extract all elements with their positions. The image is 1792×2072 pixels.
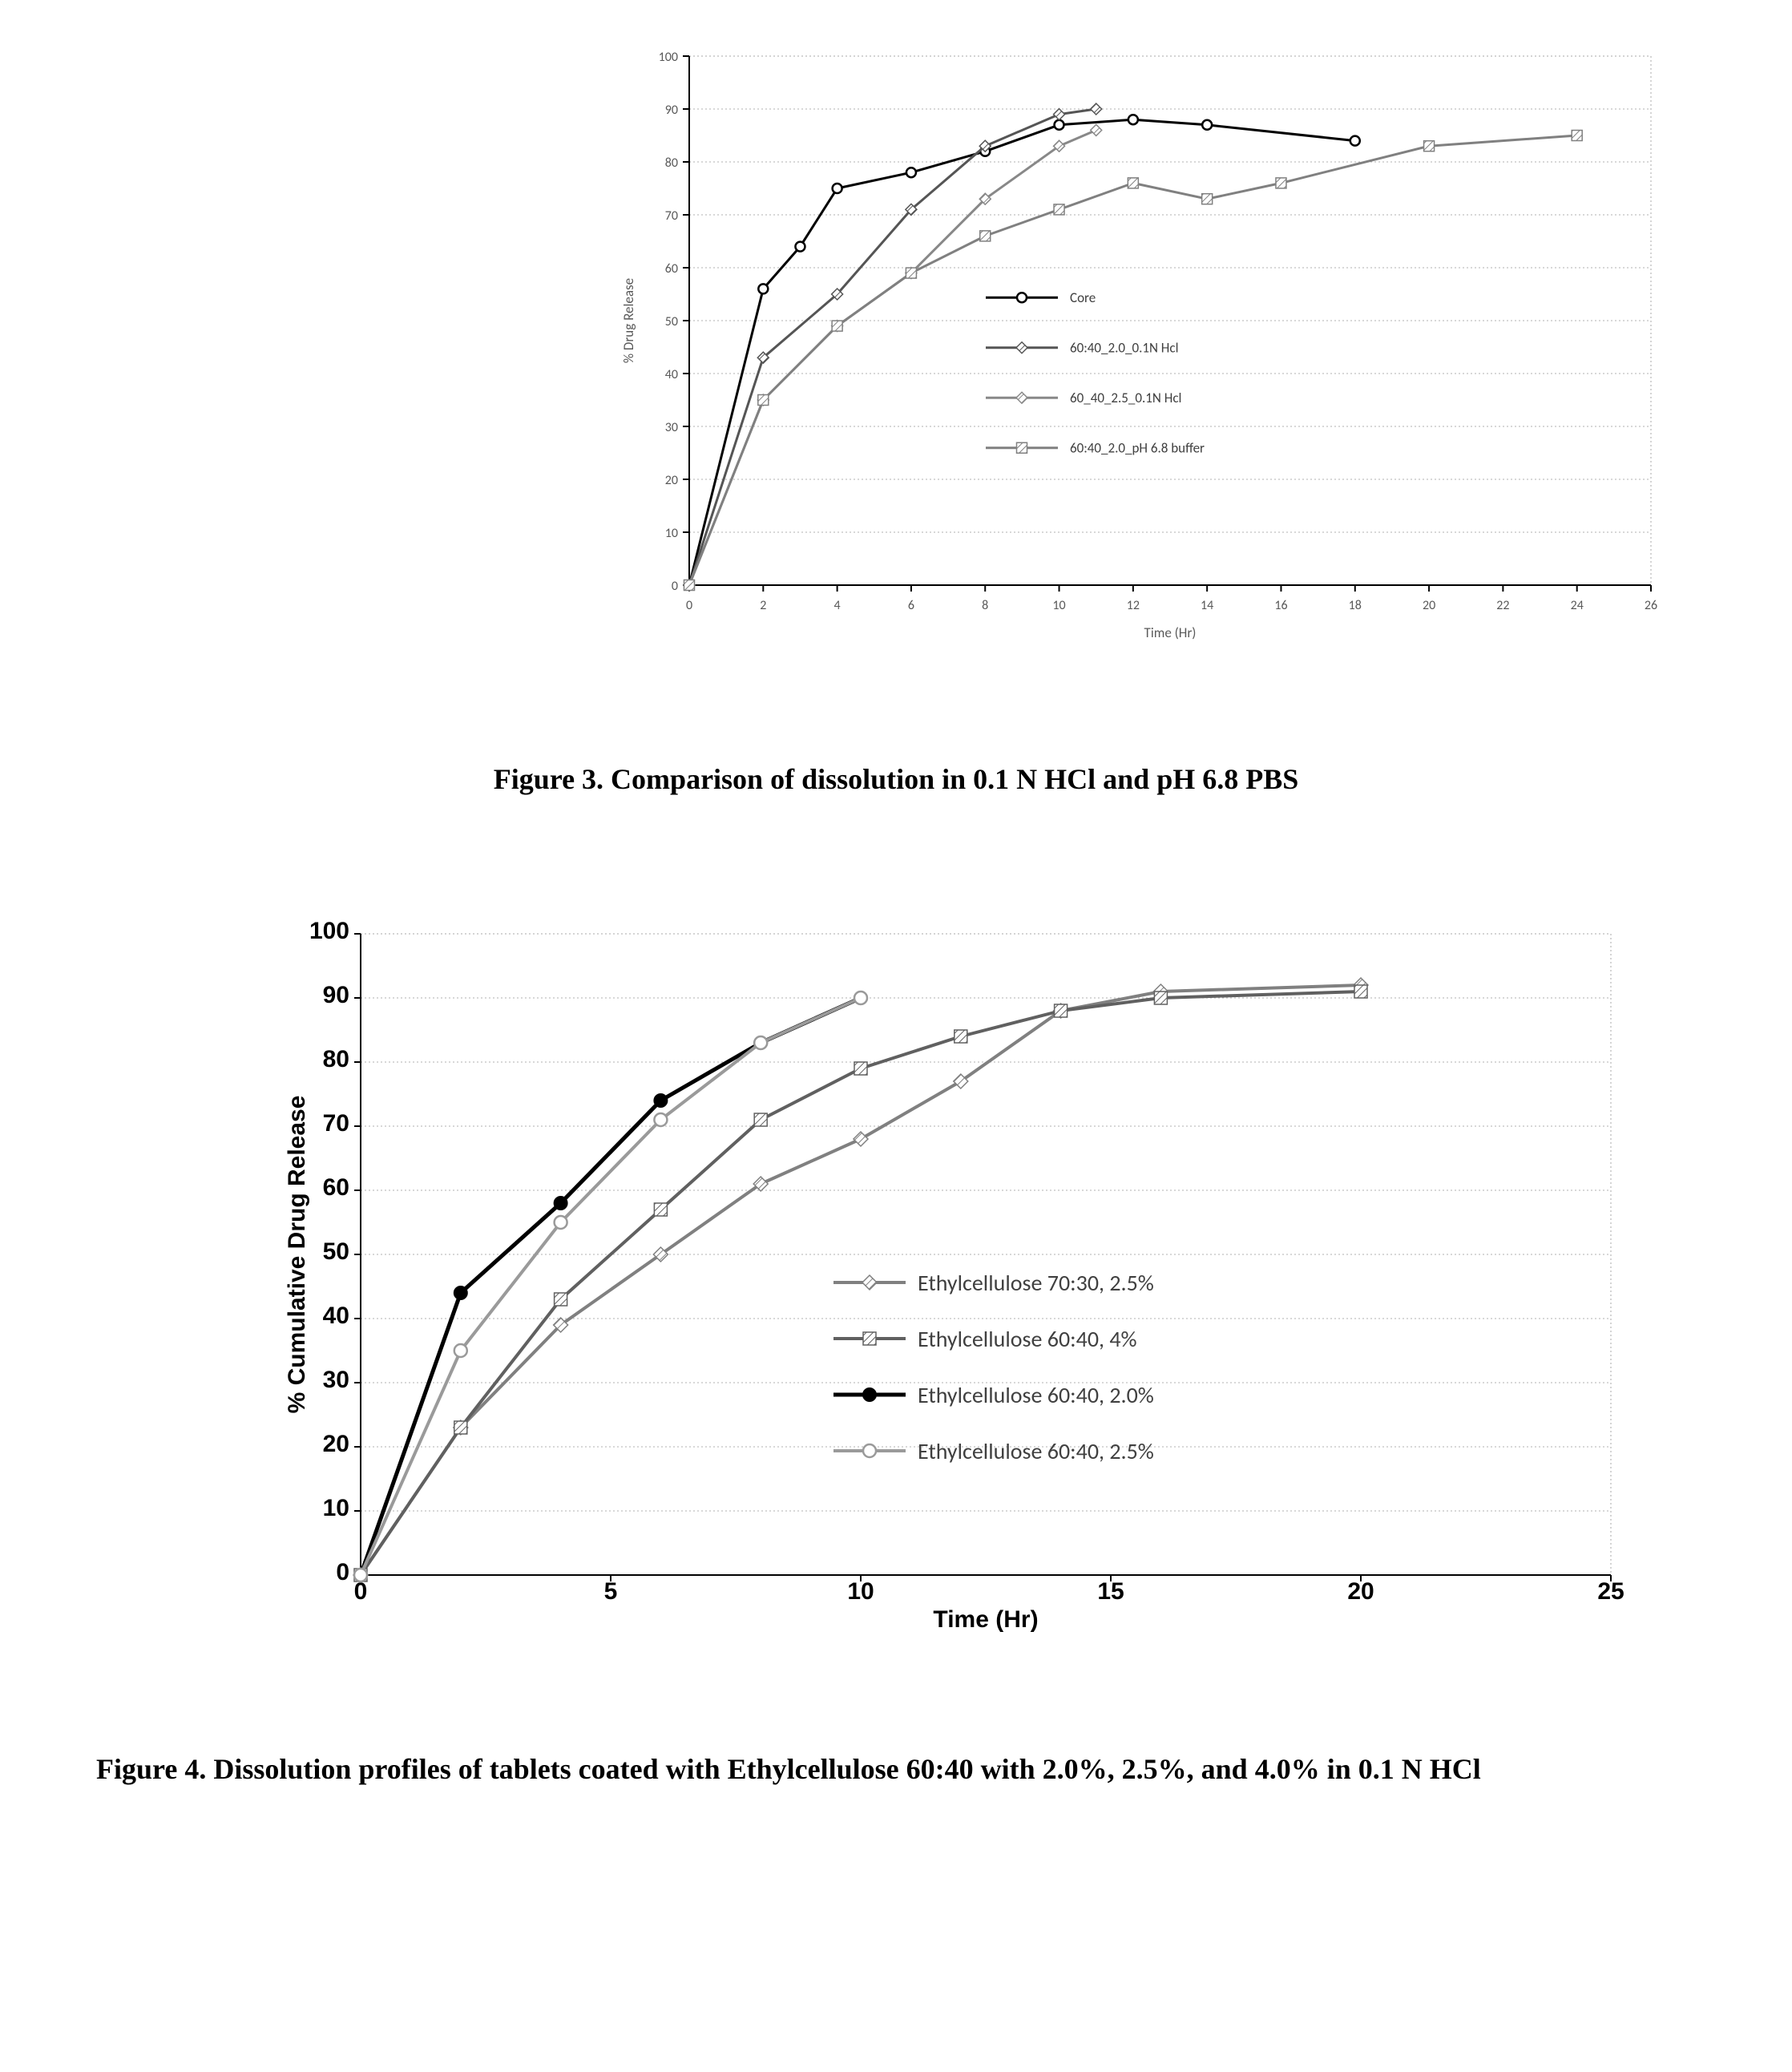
figure3-caption: Figure 3. Comparison of dissolution in 0…: [96, 753, 1696, 806]
figure4-caption: Figure 4. Dissolution profiles of tablet…: [96, 1743, 1696, 1795]
figure4-y-axis-title: % Cumulative Drug Release: [284, 1095, 310, 1413]
figure4-block: 01020304050607080901000510152025Time (Hr…: [96, 902, 1696, 1795]
figure3-legend-label: 60_40_2.5_0.1N Hcl: [1070, 390, 1181, 406]
figure3-xtick-label: 10: [1052, 598, 1065, 613]
figure3-legend-label: Core: [1070, 289, 1096, 306]
figure4-ytick-label: 20: [323, 1431, 349, 1457]
figure3-xtick-label: 6: [908, 598, 914, 613]
figure4-legend-label: Ethylcellulose 60:40, 2.0%: [918, 1381, 1154, 1409]
figure4-xtick-label: 25: [1597, 1578, 1624, 1605]
figure3-xtick-label: 22: [1496, 598, 1509, 613]
figure3-xtick-label: 16: [1274, 598, 1287, 613]
figure4-ytick-label: 0: [336, 1559, 349, 1585]
figure3-ytick-label: 50: [665, 314, 678, 329]
figure3-ytick-label: 30: [665, 420, 678, 435]
figure3-xtick-label: 24: [1571, 598, 1584, 613]
figure3-ytick-label: 20: [665, 473, 678, 488]
figure3-xtick-label: 4: [834, 598, 841, 613]
figure3-xtick-label: 14: [1201, 598, 1213, 613]
figure3-xtick-label: 12: [1127, 598, 1140, 613]
figure4-ytick-label: 70: [323, 1110, 349, 1137]
figure4-xtick-label: 20: [1347, 1578, 1374, 1605]
figure3-ytick-label: 70: [665, 208, 678, 224]
figure4-xtick-label: 10: [847, 1578, 874, 1605]
figure4-chart: 01020304050607080901000510152025Time (Hr…: [208, 902, 1696, 1703]
figure4-ytick-label: 30: [323, 1367, 349, 1393]
figure4-ytick-label: 10: [323, 1495, 349, 1521]
figure3-xtick-label: 26: [1645, 598, 1657, 613]
figure4-ytick-label: 80: [323, 1046, 349, 1072]
figure3-ytick-label: 40: [665, 367, 678, 382]
figure4-legend-label: Ethylcellulose 70:30, 2.5%: [918, 1269, 1154, 1297]
figure3-x-axis-title: Time (Hr): [1144, 624, 1197, 641]
figure3-ytick-label: 90: [665, 103, 678, 118]
figure3-svg: 0102030405060708090100024681012141618202…: [569, 32, 1691, 713]
figure3-xtick-label: 0: [686, 598, 692, 613]
figure4-svg: 01020304050607080901000510152025Time (Hr…: [208, 902, 1651, 1703]
figure3-chart: 0102030405060708090100024681012141618202…: [569, 32, 1696, 713]
figure3-y-axis-title: % Drug Release: [620, 278, 637, 363]
figure4-ytick-label: 90: [323, 982, 349, 1008]
figure3-xtick-label: 2: [760, 598, 766, 613]
figure4-xtick-label: 15: [1097, 1578, 1124, 1605]
page: 0102030405060708090100024681012141618202…: [0, 0, 1792, 1988]
figure3-xtick-label: 18: [1349, 598, 1362, 613]
figure3-ytick-label: 100: [659, 50, 678, 65]
figure4-ytick-label: 50: [323, 1238, 349, 1265]
figure3-ytick-label: 60: [665, 261, 678, 277]
figure3-block: 0102030405060708090100024681012141618202…: [96, 32, 1696, 806]
figure4-ytick-label: 100: [309, 918, 349, 944]
figure4-legend-label: Ethylcellulose 60:40, 2.5%: [918, 1437, 1154, 1465]
figure4-x-axis-title: Time (Hr): [933, 1606, 1038, 1633]
figure3-legend-label: 60:40_2.0_pH 6.8 buffer: [1070, 440, 1205, 457]
figure3-xtick-label: 20: [1423, 598, 1435, 613]
figure3-ytick-label: 80: [665, 156, 678, 171]
figure3-ytick-label: 10: [665, 526, 678, 541]
figure3-xtick-label: 8: [982, 598, 988, 613]
figure4-ytick-label: 60: [323, 1174, 349, 1201]
figure3-ytick-label: 0: [672, 579, 678, 594]
figure4-xtick-label: 5: [604, 1578, 618, 1605]
figure4-ytick-label: 40: [323, 1303, 349, 1329]
figure4-legend-label: Ethylcellulose 60:40, 4%: [918, 1325, 1137, 1353]
figure3-legend-label: 60:40_2.0_0.1N Hcl: [1070, 340, 1179, 357]
